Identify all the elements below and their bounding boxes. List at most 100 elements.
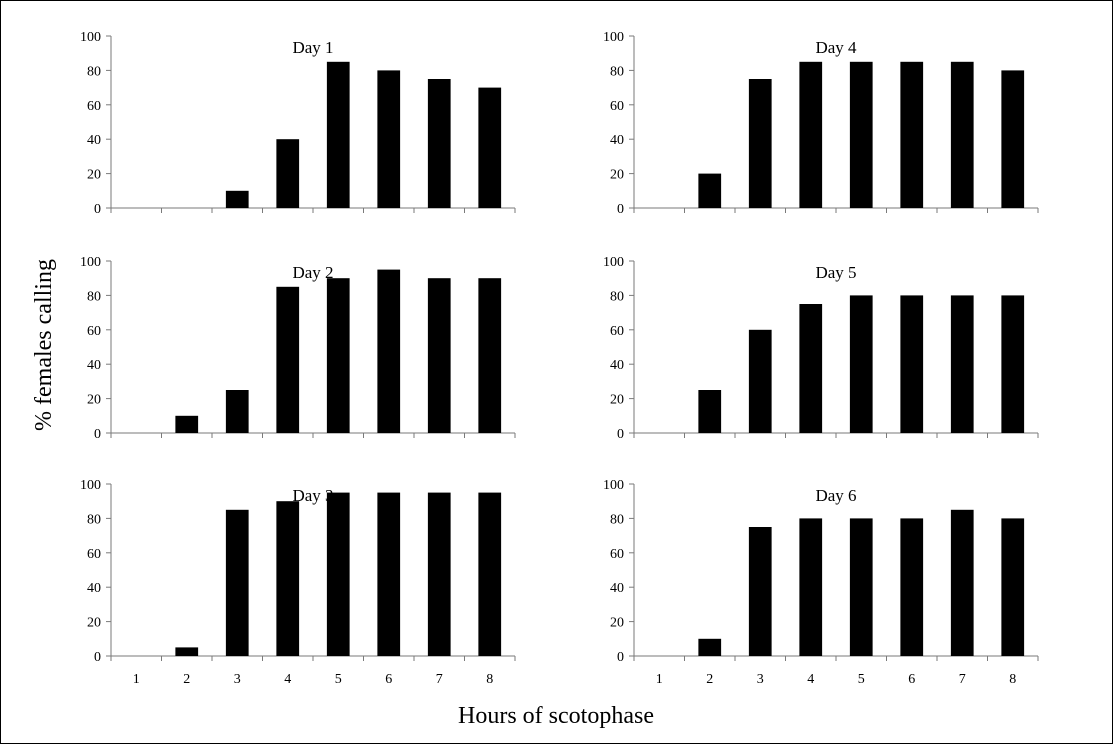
- bar: [225, 390, 249, 433]
- bar: [175, 647, 199, 656]
- x-tick-label: 2: [183, 672, 190, 687]
- x-tick-label: 6: [385, 672, 392, 687]
- y-axis-label: % females calling: [31, 259, 57, 431]
- bar: [225, 509, 249, 656]
- bar: [950, 295, 974, 433]
- bar: [748, 329, 772, 433]
- y-tick-label: 0: [617, 202, 624, 217]
- bar: [478, 492, 502, 656]
- bar: [950, 509, 974, 656]
- y-tick-label: 60: [610, 99, 624, 114]
- bar: [799, 518, 823, 656]
- y-tick-label: 0: [94, 650, 101, 665]
- bar: [225, 190, 249, 208]
- bar: [377, 492, 401, 656]
- y-tick-label: 60: [610, 324, 624, 339]
- chart-panel: 0 20 40 60 80 100 1 2 3 4 5 6 7 8 Day 6: [603, 478, 1039, 687]
- panel-title: Day 5: [815, 263, 856, 282]
- y-tick-label: 20: [610, 616, 624, 631]
- chart-panel: 0 20 40 60 80 100 Day 1: [80, 30, 516, 217]
- y-tick-label: 100: [603, 30, 624, 45]
- bar: [326, 278, 350, 433]
- x-tick-label: 4: [807, 672, 814, 687]
- bar: [1001, 295, 1025, 433]
- x-tick-label: 7: [959, 672, 966, 687]
- y-tick-label: 60: [87, 547, 101, 562]
- bar: [276, 139, 300, 208]
- chart-panel: 0 20 40 60 80 100 Day 5: [603, 255, 1039, 442]
- bar: [377, 70, 401, 209]
- y-tick-label: 80: [87, 512, 101, 527]
- y-tick-label: 20: [610, 168, 624, 183]
- bar: [900, 518, 924, 656]
- y-tick-label: 60: [87, 99, 101, 114]
- y-tick-label: 40: [87, 358, 101, 373]
- panel-title: Day 1: [292, 38, 333, 57]
- x-tick-label: 1: [656, 672, 663, 687]
- x-tick-label: 1: [133, 672, 140, 687]
- y-tick-label: 0: [94, 427, 101, 442]
- bar: [849, 61, 873, 208]
- y-tick-label: 40: [610, 133, 624, 148]
- x-tick-label: 7: [436, 672, 443, 687]
- bar: [427, 79, 451, 208]
- bar: [478, 278, 502, 433]
- bar: [175, 415, 199, 433]
- y-tick-label: 100: [80, 255, 101, 270]
- x-tick-label: 3: [234, 672, 241, 687]
- y-tick-label: 80: [610, 289, 624, 304]
- bar: [427, 492, 451, 656]
- bar: [748, 527, 772, 656]
- bar: [698, 638, 722, 656]
- y-tick-label: 60: [87, 324, 101, 339]
- bar: [276, 501, 300, 656]
- y-tick-label: 0: [617, 650, 624, 665]
- y-tick-label: 100: [603, 255, 624, 270]
- bar: [748, 79, 772, 208]
- bar: [799, 304, 823, 433]
- bar: [698, 390, 722, 433]
- x-tick-label: 3: [757, 672, 764, 687]
- bar: [427, 278, 451, 433]
- y-tick-label: 20: [87, 616, 101, 631]
- bar: [900, 295, 924, 433]
- bar: [1001, 518, 1025, 656]
- y-tick-label: 40: [87, 581, 101, 596]
- x-tick-label: 6: [908, 672, 915, 687]
- bar: [900, 61, 924, 208]
- x-tick-label: 8: [1009, 672, 1016, 687]
- panel-title: Day 4: [815, 38, 857, 57]
- y-tick-label: 40: [610, 358, 624, 373]
- bar: [799, 61, 823, 208]
- bar: [326, 492, 350, 656]
- bar: [849, 295, 873, 433]
- y-tick-label: 80: [87, 289, 101, 304]
- chart-panel: 0 20 40 60 80 100 1 2 3 4 5 6 7 8 Day 3: [80, 478, 516, 687]
- y-tick-label: 0: [617, 427, 624, 442]
- panel-title: Day 3: [292, 486, 333, 505]
- x-tick-label: 5: [858, 672, 865, 687]
- x-tick-label: 5: [335, 672, 342, 687]
- y-tick-label: 100: [80, 478, 101, 493]
- x-tick-label: 8: [486, 672, 493, 687]
- bar: [377, 269, 401, 433]
- y-tick-label: 20: [87, 393, 101, 408]
- y-tick-label: 80: [87, 64, 101, 79]
- bar: [326, 61, 350, 208]
- y-tick-label: 100: [80, 30, 101, 45]
- bar: [950, 61, 974, 208]
- panel-title: Day 2: [292, 263, 333, 282]
- y-tick-label: 20: [87, 168, 101, 183]
- y-tick-label: 40: [87, 133, 101, 148]
- bar: [1001, 70, 1025, 209]
- y-tick-label: 20: [610, 393, 624, 408]
- panel-title: Day 6: [815, 486, 856, 505]
- bar: [276, 286, 300, 433]
- y-tick-label: 80: [610, 64, 624, 79]
- x-tick-label: 2: [706, 672, 713, 687]
- y-tick-label: 60: [610, 547, 624, 562]
- x-axis-label: Hours of scotophase: [458, 703, 654, 729]
